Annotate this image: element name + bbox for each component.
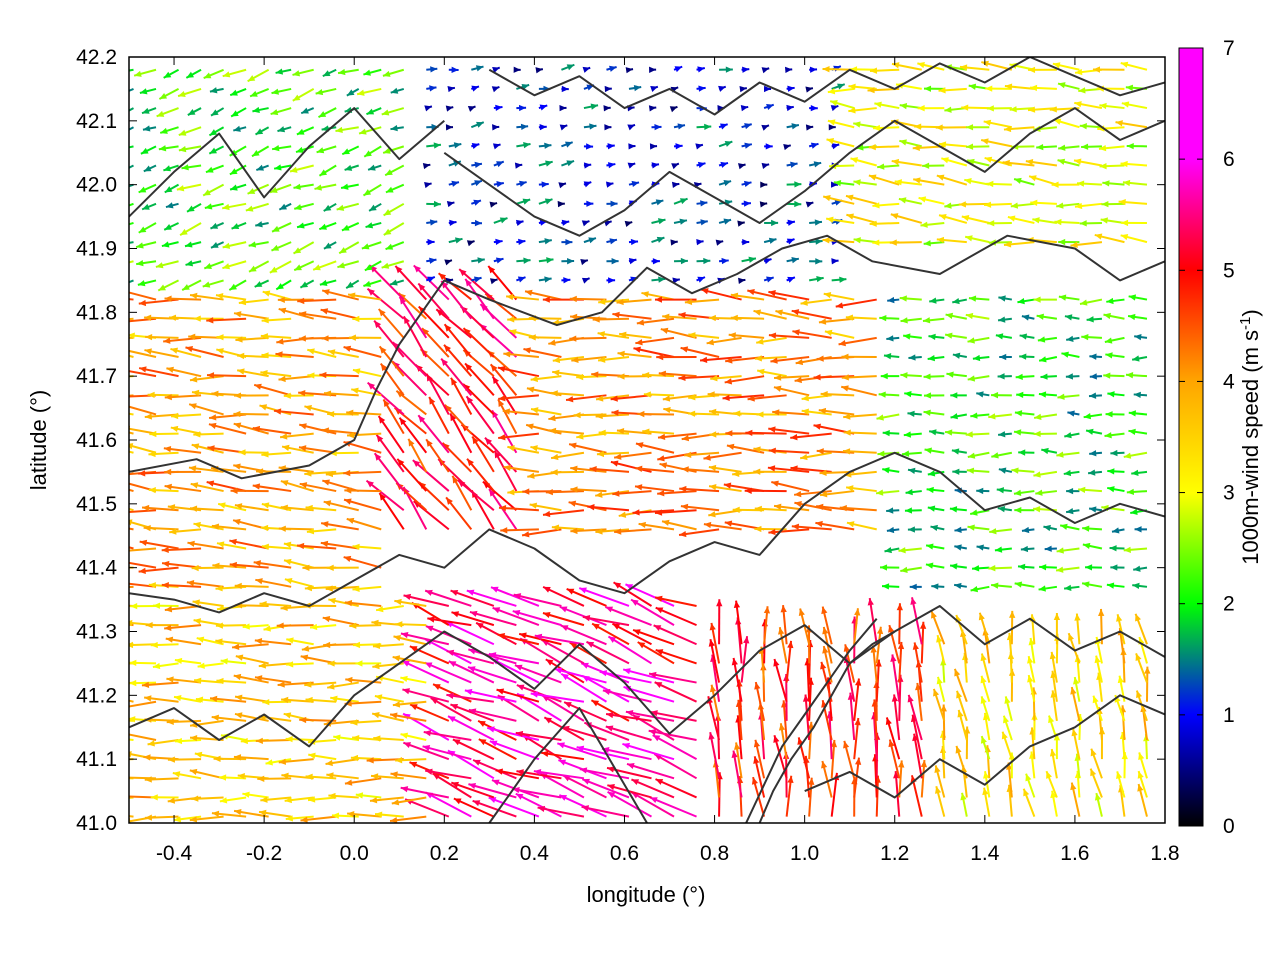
colorbar-gradient xyxy=(1179,48,1203,826)
wind-arrow-shaft xyxy=(119,796,156,797)
wind-arrow-head xyxy=(124,751,131,757)
y-tick-label: 41.4 xyxy=(76,557,117,580)
wind-arrow-head xyxy=(122,775,129,781)
colorbar-tick-label: 2 xyxy=(1223,593,1235,616)
x-tick-label: 1.2 xyxy=(880,842,909,865)
wind-arrow-head xyxy=(105,775,112,781)
colorbar-title-suffix: ) xyxy=(1238,309,1263,316)
y-tick-label: 41.5 xyxy=(76,493,117,516)
wind-arrow-head xyxy=(105,796,112,802)
y-tick-label: 41.0 xyxy=(76,812,117,835)
colorbar-title-superscript: -1 xyxy=(1237,317,1254,330)
y-tick-label: 41.1 xyxy=(76,748,117,771)
wind-arrow-head xyxy=(95,537,103,543)
x-tick-label: 0.8 xyxy=(700,842,729,865)
wind-arrow-head xyxy=(98,480,106,486)
wind-arrow-head xyxy=(121,88,129,94)
x-tick-label: -0.4 xyxy=(156,842,193,865)
wind-arrow-head xyxy=(122,348,130,354)
wind-arrow-head xyxy=(102,660,109,666)
wind-arrow-head xyxy=(117,559,124,565)
wind-arrow-head xyxy=(98,601,105,607)
wind-arrow-head xyxy=(116,223,124,229)
wind-arrow-head xyxy=(121,280,129,286)
x-tick-label: -0.2 xyxy=(246,842,282,865)
y-axis-title: latitude (°) xyxy=(26,390,51,491)
wind-arrow-head xyxy=(98,395,105,401)
wind-arrow-head xyxy=(118,145,126,151)
wind-arrow-head xyxy=(119,289,127,295)
x-tick-label: 0.6 xyxy=(610,842,639,865)
wind-arrow-head xyxy=(97,585,104,591)
wind-arrow-head xyxy=(104,408,111,414)
y-tick-label: 41.7 xyxy=(76,365,117,388)
wind-arrow-head xyxy=(119,480,127,486)
wind-arrow-head xyxy=(117,394,124,400)
wind-arrow-head xyxy=(105,716,112,722)
colorbar: 0 1 2 3 4 5 6 7 1000m-wind speed (m s-1) xyxy=(1179,37,1263,838)
x-tick-label: 1.4 xyxy=(970,842,1000,865)
wind-arrow-head xyxy=(120,704,127,710)
wind-arrow-head xyxy=(116,509,123,515)
y-tick-label: 41.3 xyxy=(76,621,117,644)
wind-arrow-head xyxy=(102,348,110,354)
x-tick-label: 1.0 xyxy=(790,842,819,865)
y-tick-label: 41.2 xyxy=(76,684,117,707)
wind-arrow-head xyxy=(94,293,101,299)
wind-arrow-shaft xyxy=(98,395,133,398)
x-tick-label: 0.0 xyxy=(340,842,369,865)
y-tick-label: 42.2 xyxy=(76,46,117,69)
colorbar-tick-label: 3 xyxy=(1223,482,1235,505)
wind-arrow-head xyxy=(118,471,125,477)
wind-arrow-head xyxy=(98,465,105,471)
y-tick-label: 41.9 xyxy=(76,238,117,261)
x-tick-label: 0.2 xyxy=(430,842,459,865)
wind-arrow-shaft xyxy=(97,587,133,589)
wind-arrow-head xyxy=(121,166,129,172)
colorbar-tick-label: 1 xyxy=(1223,704,1235,727)
y-tick-label: 41.6 xyxy=(76,429,117,452)
wind-arrow-shaft xyxy=(98,467,133,472)
y-tick-label: 42.0 xyxy=(76,174,117,197)
x-tick-label: 0.4 xyxy=(520,842,550,865)
wind-arrow-head xyxy=(117,580,124,586)
plot-area xyxy=(94,57,1165,824)
colorbar-tick-label: 6 xyxy=(1223,148,1235,171)
wind-arrow-head xyxy=(110,262,118,268)
x-axis-title: longitude (°) xyxy=(587,882,706,907)
y-tick-label: 41.8 xyxy=(76,301,117,324)
wind-arrow-shaft xyxy=(98,481,134,491)
wind-arrow-head xyxy=(116,367,123,373)
wind-arrow-shaft xyxy=(98,604,133,606)
y-tick-label: 42.1 xyxy=(76,110,117,133)
wind-arrow-head xyxy=(121,731,128,737)
wind-arrow-head xyxy=(117,319,124,325)
x-tick-label: 1.8 xyxy=(1150,842,1179,865)
colorbar-tick-label: 7 xyxy=(1223,37,1235,60)
wind-arrow-head xyxy=(97,521,104,527)
wind-arrow-head xyxy=(121,184,129,190)
colorbar-tick-label: 5 xyxy=(1223,259,1235,282)
x-tick-label: 1.6 xyxy=(1060,842,1089,865)
colorbar-tick-label: 0 xyxy=(1223,815,1235,838)
wind-arrow-head xyxy=(107,734,114,740)
colorbar-title: 1000m-wind speed (m s-1) xyxy=(1237,309,1263,564)
wind-arrow-head xyxy=(121,548,128,554)
wind-arrow-head xyxy=(100,334,107,340)
wind-arrow-head xyxy=(121,109,129,115)
wind-arrow-head xyxy=(120,403,128,409)
wind-arrow-shaft xyxy=(94,295,134,299)
wind-arrow-head xyxy=(119,240,126,246)
wind-arrow-shaft xyxy=(95,538,133,548)
colorbar-tick-label: 4 xyxy=(1223,370,1235,393)
wind-arrow-head xyxy=(119,793,126,799)
wind-arrow-head xyxy=(117,68,124,74)
colorbar-title-main: 1000m-wind speed (m s xyxy=(1238,330,1263,565)
wind-arrow-head xyxy=(116,205,124,211)
wind-arrow-shaft xyxy=(97,523,134,530)
